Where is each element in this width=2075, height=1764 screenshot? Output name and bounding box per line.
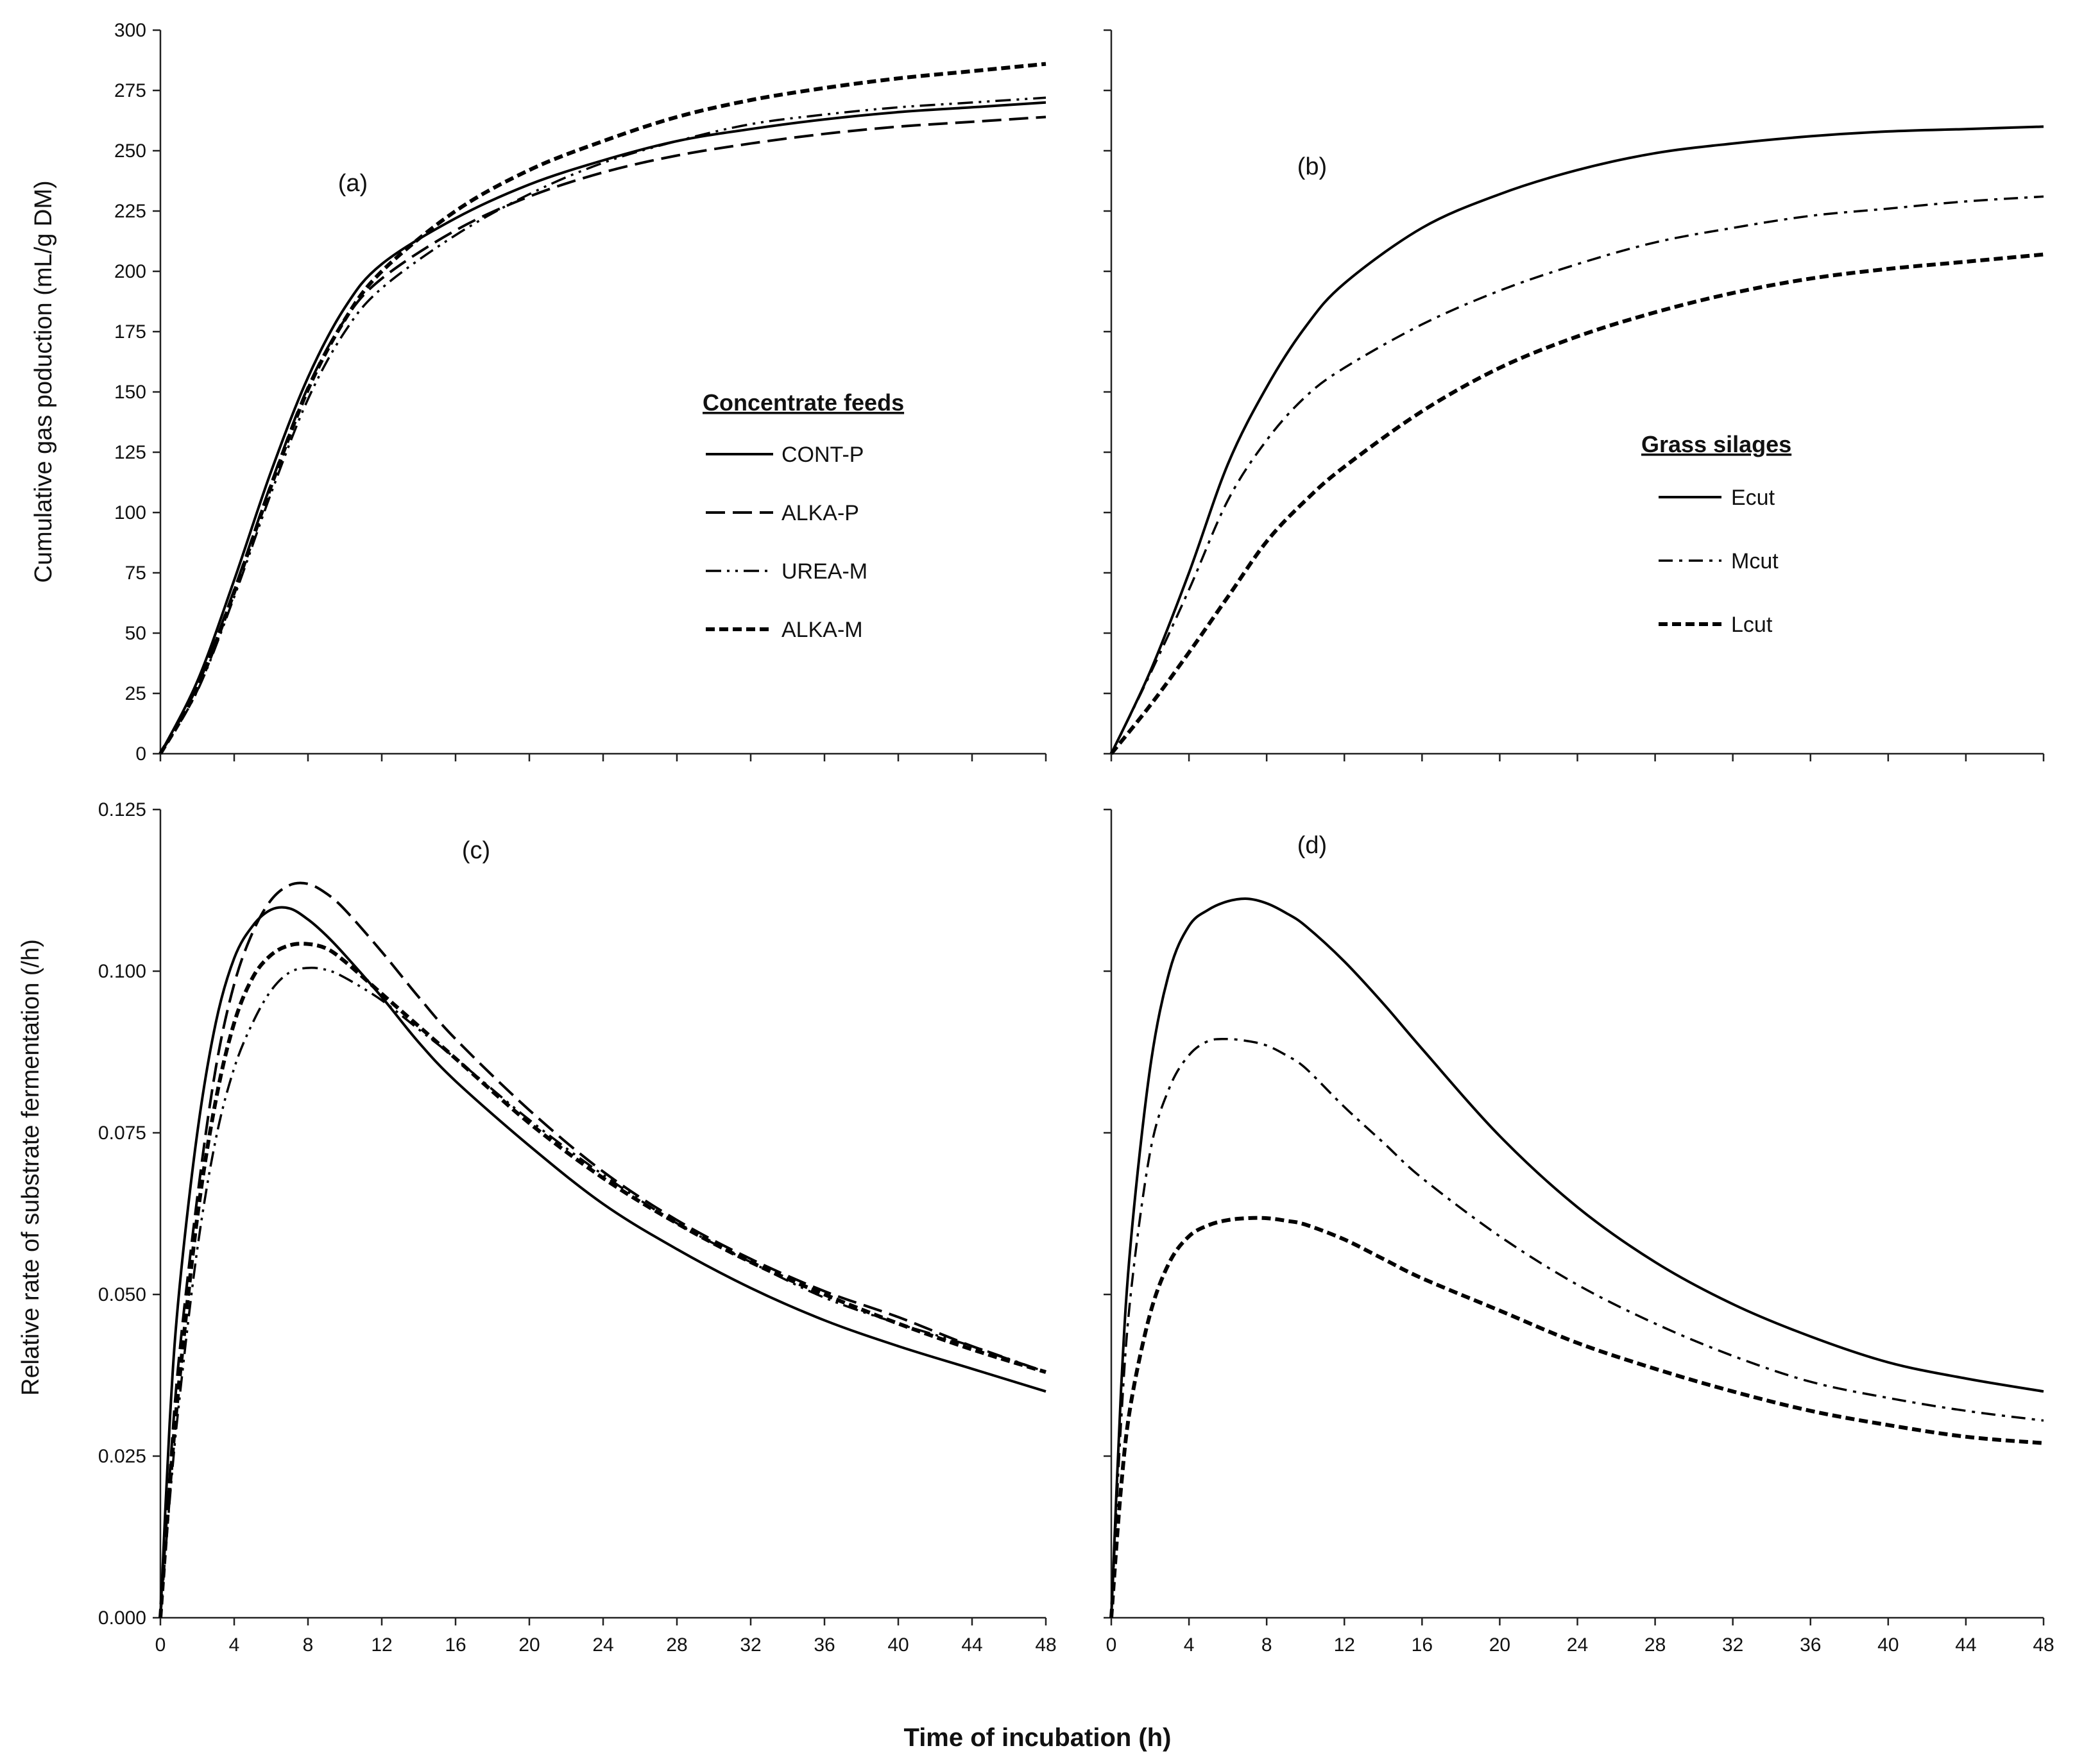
panel-d-x-tick-label: 28 [1644, 1634, 1666, 1656]
panel-d-x-tick-label: 4 [1184, 1634, 1195, 1656]
panel-d-x-tick-label: 24 [1567, 1634, 1588, 1656]
legend-b-title: Grass silages [1641, 431, 1791, 457]
legend-label-mcut: Mcut [1731, 549, 1779, 573]
panel-d-x-tick-label: 12 [1334, 1634, 1355, 1656]
panel-a-y-tick-label: 200 [114, 261, 146, 282]
panel-a-y-tick-label: 25 [125, 683, 146, 704]
panel-c-x-tick-label: 0 [155, 1634, 166, 1656]
panel-c-x-tick-label: 36 [814, 1634, 835, 1656]
panel-c-y-tick-label: 0.100 [98, 961, 146, 982]
panel-c-x-tick-label: 32 [740, 1634, 761, 1656]
panel-d-series-lcut [1109, 1216, 2044, 1618]
panel-c-x-tick-label: 12 [371, 1634, 392, 1656]
panel-d-x-tick-label: 48 [2033, 1634, 2054, 1656]
panel-c-label: (c) [462, 837, 490, 864]
panel-a-label: (a) [338, 170, 368, 197]
panel-a-y-tick-label: 175 [114, 321, 146, 343]
panel-a-y-tick-label: 250 [114, 140, 146, 162]
panel-c-y-tick-label: 0.075 [98, 1123, 146, 1144]
panel-a-y-tick-label: 0 [135, 743, 146, 765]
panel-c-x-tick-label: 44 [961, 1634, 982, 1656]
panel-a-series-urea-m [159, 96, 1046, 754]
panel-a-y-tick-label: 300 [114, 20, 146, 41]
panel-b-label: (b) [1297, 153, 1327, 180]
panel-c-series-cont-p [159, 906, 1046, 1618]
x-axis-title: Time of incubation (h) [903, 1724, 1171, 1752]
panel-c-x-tick-label: 28 [666, 1634, 687, 1656]
panel-c-series-alka-p [159, 881, 1046, 1618]
panel-d-x-tick-label: 20 [1489, 1634, 1510, 1656]
panel-a-series-cont-p [159, 101, 1046, 754]
legend-label-alka-m: ALKA-M [781, 618, 863, 642]
panel-c-series-alka-m [158, 942, 1046, 1618]
panel-a-y-tick-label: 125 [114, 442, 146, 463]
panel-c-x-tick-label: 8 [303, 1634, 314, 1656]
panel-c-x-tick-label: 20 [518, 1634, 540, 1656]
legend-concentrate-feeds: Concentrate feeds CONT-P ALKA-P UREA-M ALKA… [703, 389, 904, 642]
panel-d-x-tick-label: 0 [1106, 1634, 1117, 1656]
panel-d-x-tick-label: 44 [1955, 1634, 1976, 1656]
panel-c-y-tick-label: 0.000 [98, 1607, 146, 1629]
legend-label-cont-p: CONT-P [781, 443, 864, 467]
legend-label-ecut: Ecut [1731, 486, 1775, 510]
panel-a-y-tick-label: 75 [125, 563, 146, 584]
panel-c-y-tick-label: 0.025 [98, 1446, 146, 1467]
panel-c-series-urea-m [159, 967, 1046, 1618]
panel-a-series-alka-m [158, 62, 1046, 755]
panel-d-x-tick-label: 16 [1412, 1634, 1433, 1656]
panel-a-y-tick-label: 50 [125, 623, 146, 644]
panel-c-x-tick-label: 48 [1035, 1634, 1056, 1656]
panel-b-series-mcut [1110, 195, 2044, 754]
panel-c-x-tick-label: 16 [445, 1634, 466, 1656]
panel-a-y-tick-label: 225 [114, 201, 146, 222]
legend-label-urea-m: UREA-M [781, 559, 867, 584]
panel-c-x-tick-label: 4 [229, 1634, 240, 1656]
panel-b-series-ecut [1110, 125, 2044, 754]
legend-label-lcut: Lcut [1731, 613, 1773, 637]
panel-a-y-tick-label: 150 [114, 382, 146, 403]
panel-d-series-mcut [1110, 1037, 2044, 1618]
panel-c-x-tick-label: 40 [887, 1634, 909, 1656]
y-axis-title-bottom: Relative rate of substrate fermentation … [17, 939, 44, 1396]
panel-d-series-ecut [1110, 897, 2044, 1618]
panel-d-x-tick-label: 40 [1877, 1634, 1899, 1656]
panel-a: (a) 0 25 50 75 100 125 150 175 200 225 250 275 300 [114, 20, 1047, 765]
legend-a-title: Concentrate feeds [703, 389, 904, 416]
panel-c-y-tick-label: 0.050 [98, 1284, 146, 1305]
panel-c-x-tick-label: 24 [592, 1634, 613, 1656]
panel-d: (d) 0 4 8 12 16 20 24 28 32 36 40 44 48 [1104, 808, 2054, 1656]
panel-a-y-tick-label: 275 [114, 80, 146, 101]
panel-d-x-tick-label: 8 [1261, 1634, 1272, 1656]
legend-label-alka-p: ALKA-P [781, 501, 859, 525]
panel-d-x-tick-label: 36 [1800, 1634, 1821, 1656]
y-axis-title-top: Cumulative gas poduction (mL/g DM) [30, 180, 57, 582]
panel-c-y-tick-label: 0.125 [98, 799, 146, 820]
panel-a-y-tick-label: 100 [114, 502, 146, 523]
panel-b: (b) [1104, 29, 2045, 761]
legend-grass-silages: Grass silages Ecut Mcut Lcut [1641, 431, 1791, 637]
panel-d-x-tick-label: 32 [1722, 1634, 1743, 1656]
panel-b-series-lcut [1109, 252, 2044, 755]
panel-d-label: (d) [1297, 832, 1327, 859]
